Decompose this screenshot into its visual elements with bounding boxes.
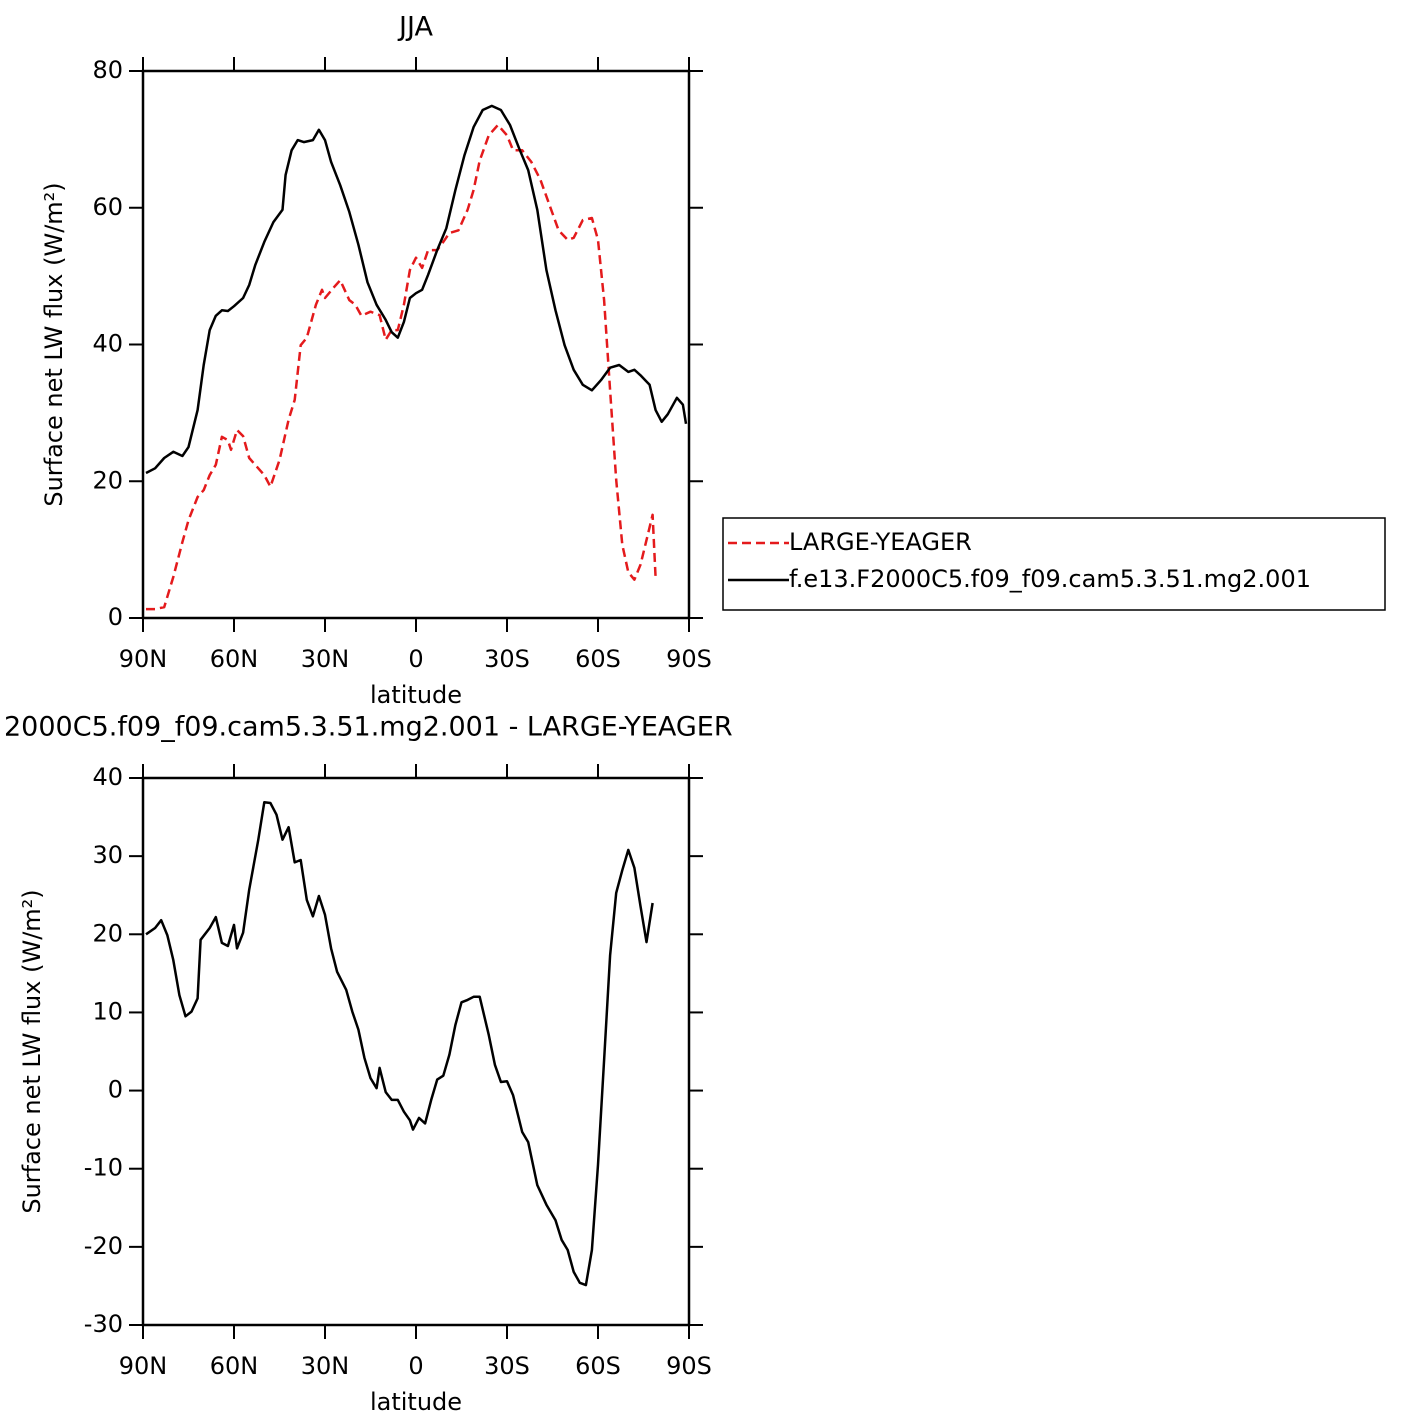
x-tick-label: 90N (119, 1352, 168, 1380)
data-line (145, 104, 688, 475)
chart-title: JJA (397, 12, 433, 43)
y-axis-label: Surface net LW flux (W/m²) (18, 889, 46, 1213)
y-tick-label: 20 (92, 919, 123, 947)
legend-label: LARGE-YEAGER (789, 528, 972, 556)
y-tick-label: 40 (92, 330, 123, 358)
x-tick-label: 90N (119, 645, 168, 673)
plot-frame (141, 69, 691, 620)
x-tick-label: 30S (484, 645, 530, 673)
y-tick-label: 80 (92, 56, 123, 84)
chart-title: 2000C5.f09_f09.cam5.3.51.mg2.001 - LARGE… (4, 712, 733, 743)
y-tick-label: -30 (84, 1310, 123, 1338)
legend-label: f.e13.F2000C5.f09_f09.cam5.3.51.mg2.001 (789, 565, 1311, 593)
y-tick-label: 40 (92, 763, 123, 791)
x-tick-label: 30N (301, 1352, 350, 1380)
x-tick-label: 0 (408, 645, 423, 673)
x-tick-label: 90S (666, 645, 712, 673)
y-tick-label: 0 (108, 1076, 123, 1104)
y-tick-label: 10 (92, 997, 123, 1025)
y-tick-label: -10 (84, 1154, 123, 1182)
y-tick-label: 0 (108, 603, 123, 631)
legend-box (722, 517, 1386, 611)
y-tick-label: -20 (84, 1232, 123, 1260)
x-tick-label: 30N (301, 645, 350, 673)
data-line (145, 800, 654, 1287)
x-tick-label: 30S (484, 1352, 530, 1380)
x-tick-label: 60N (210, 645, 259, 673)
x-axis-label: latitude (370, 681, 462, 709)
y-tick-label: 30 (92, 841, 123, 869)
x-tick-label: 60N (210, 1352, 259, 1380)
y-tick-label: 20 (92, 466, 123, 494)
x-axis-label: latitude (370, 1388, 462, 1416)
x-tick-label: 60S (575, 1352, 621, 1380)
y-axis-label: Surface net LW flux (W/m²) (40, 182, 68, 506)
x-tick-label: 0 (408, 1352, 423, 1380)
data-line (146, 123, 657, 611)
x-tick-label: 60S (575, 645, 621, 673)
y-tick-label: 60 (92, 193, 123, 221)
plot-frame (141, 776, 691, 1327)
x-tick-label: 90S (666, 1352, 712, 1380)
